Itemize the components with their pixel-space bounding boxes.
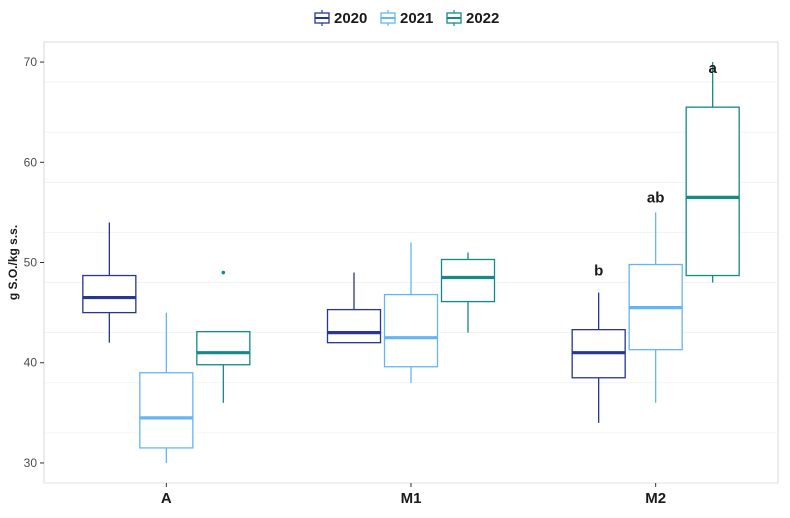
y-tick-label: 40 bbox=[24, 356, 38, 370]
significance-letter: b bbox=[594, 263, 603, 280]
box-iqr bbox=[440, 258, 496, 303]
box-iqr bbox=[326, 308, 382, 344]
legend-item-2021: 2021 bbox=[380, 10, 433, 27]
legend-label: 2022 bbox=[466, 10, 499, 27]
legend-label: 2021 bbox=[400, 10, 433, 27]
box-2020-m2 bbox=[571, 292, 626, 423]
box-iqr bbox=[685, 106, 740, 277]
x-tick-label-m2: M2 bbox=[645, 490, 666, 507]
box-2021-a bbox=[139, 312, 194, 463]
box-iqr bbox=[196, 331, 251, 366]
legend-item-2022: 2022 bbox=[446, 10, 499, 27]
x-tick-label-m1: M1 bbox=[401, 490, 422, 507]
box-2021-m2 bbox=[628, 212, 683, 403]
significance-letter: ab bbox=[647, 189, 665, 206]
legend-item-2020: 2020 bbox=[314, 10, 367, 27]
y-tick-label: 70 bbox=[24, 55, 38, 69]
x-tick-label-a: A bbox=[161, 490, 172, 507]
y-axis: 30 40 50 60 70 bbox=[24, 55, 44, 470]
y-tick-label: 50 bbox=[24, 256, 38, 270]
box-iqr bbox=[82, 274, 137, 314]
box-2020-m1 bbox=[326, 272, 382, 344]
box-2021-m1 bbox=[383, 242, 439, 383]
y-axis-label: g S.O./kg s.s. bbox=[6, 225, 20, 300]
significance-letter: a bbox=[708, 60, 717, 77]
y-tick-label: 60 bbox=[24, 155, 38, 169]
boxes bbox=[82, 62, 740, 463]
box-2022-a bbox=[196, 270, 251, 403]
x-axis: A M1 M2 bbox=[161, 483, 666, 507]
annotations: b ab a bbox=[594, 60, 717, 279]
y-tick-label: 30 bbox=[24, 456, 38, 470]
outlier-point bbox=[221, 270, 226, 275]
box-2022-m1 bbox=[440, 252, 496, 333]
box-2022-m2 bbox=[685, 62, 740, 283]
box-2020-a bbox=[82, 222, 137, 343]
legend: 2020 2021 2022 bbox=[314, 10, 499, 27]
box-iqr bbox=[139, 372, 194, 449]
box-iqr bbox=[383, 293, 439, 368]
legend-label: 2020 bbox=[334, 10, 367, 27]
